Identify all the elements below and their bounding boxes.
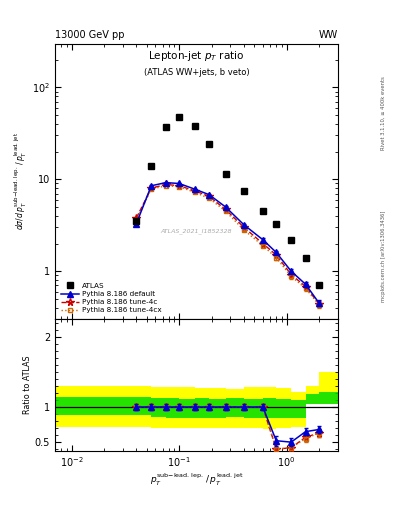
Text: mcplots.cern.ch [arXiv:1306.3436]: mcplots.cern.ch [arXiv:1306.3436] <box>381 210 386 302</box>
Text: Lepton-jet $p_T$ ratio: Lepton-jet $p_T$ ratio <box>149 49 244 63</box>
Y-axis label: $d\sigma/d\,p_T^{\rm sub\!-\!lead.\,lep.}\,/\,p_T^{\rm lead.\,jet}$: $d\sigma/d\,p_T^{\rm sub\!-\!lead.\,lep.… <box>13 132 29 230</box>
Text: WW: WW <box>319 30 338 40</box>
Y-axis label: Ratio to ATLAS: Ratio to ATLAS <box>23 356 32 414</box>
Text: Rivet 3.1.10, ≥ 400k events: Rivet 3.1.10, ≥ 400k events <box>381 76 386 150</box>
Text: 13000 GeV pp: 13000 GeV pp <box>55 30 125 40</box>
Text: (ATLAS WW+jets, b veto): (ATLAS WW+jets, b veto) <box>144 68 249 77</box>
Text: ATLAS_2021_I1852328: ATLAS_2021_I1852328 <box>161 228 232 234</box>
Legend: ATLAS, Pythia 8.186 default, Pythia 8.186 tune-4c, Pythia 8.186 tune-4cx: ATLAS, Pythia 8.186 default, Pythia 8.18… <box>59 281 163 315</box>
X-axis label: $p_T^{\rm sub\!-\!lead.\,lep.}\,/\,p_T^{\rm lead.\,jet}$: $p_T^{\rm sub\!-\!lead.\,lep.}\,/\,p_T^{… <box>150 472 243 488</box>
